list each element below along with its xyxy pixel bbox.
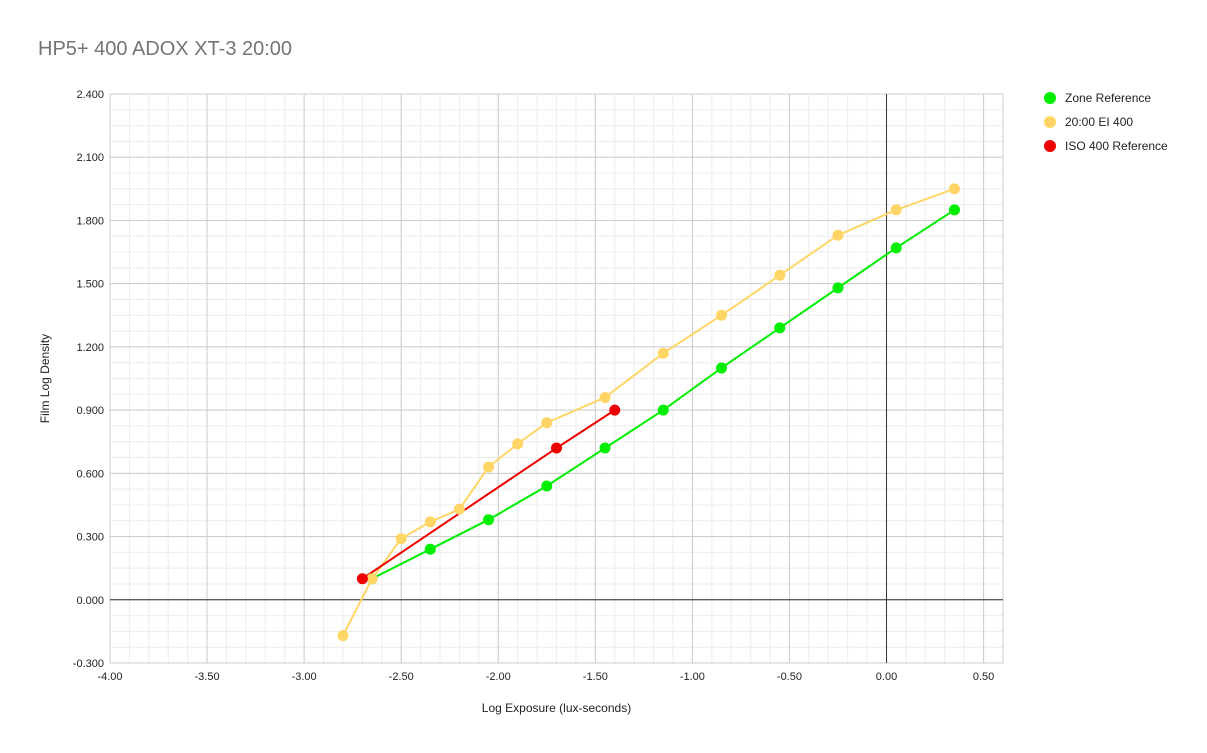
x-tick-label: 0.00 [876, 671, 897, 683]
data-point-20-00-ei-400 [366, 573, 378, 585]
x-tick-label: -0.50 [777, 671, 802, 683]
x-tick-label: -3.00 [292, 671, 317, 683]
data-point-zone-reference [541, 480, 553, 492]
series-points [337, 183, 960, 642]
legend-item-zone-reference[interactable]: Zone Reference [1044, 86, 1168, 110]
data-point-20-00-ei-400 [453, 503, 465, 515]
x-axis-title: Log Exposure (lux-seconds) [482, 701, 631, 715]
series-line-iso-400-reference [361, 409, 616, 580]
data-point-20-00-ei-400 [657, 347, 669, 359]
data-point-20-00-ei-400 [716, 309, 728, 321]
data-point-20-00-ei-400 [541, 417, 553, 429]
x-tick-label: -2.50 [389, 671, 414, 683]
legend-item-iso-400-reference[interactable]: ISO 400 Reference [1044, 134, 1168, 158]
y-tick-label: 0.000 [76, 595, 104, 607]
legend-marker-iso-400-reference [1044, 140, 1056, 152]
data-point-zone-reference [599, 442, 611, 454]
data-point-20-00-ei-400 [948, 183, 960, 195]
data-point-zone-reference [424, 543, 436, 555]
x-tick-labels: -4.00 -3.50 -3.00 -2.50 -2.00 -1.50 -1.00 -0.50… [97, 671, 994, 683]
y-tick-label: -0.300 [73, 658, 104, 670]
y-tick-label: 0.600 [76, 468, 104, 480]
x-tick-label: -3.50 [195, 671, 220, 683]
data-point-iso-400-reference [356, 573, 368, 585]
zero-axes [110, 94, 1003, 663]
legend-marker-20-00-ei-400 [1044, 116, 1056, 128]
data-point-20-00-ei-400 [395, 533, 407, 545]
y-tick-label: 0.300 [76, 532, 104, 544]
data-point-iso-400-reference [609, 404, 621, 416]
data-point-zone-reference [716, 362, 728, 374]
data-point-20-00-ei-400 [424, 516, 436, 528]
data-point-20-00-ei-400 [512, 438, 524, 450]
data-point-20-00-ei-400 [483, 461, 495, 473]
y-axis-title: Film Log Density [38, 334, 52, 423]
y-tick-label: 0.900 [76, 405, 104, 417]
legend: Zone Reference 20:00 EI 400 ISO 400 Refe… [1044, 86, 1168, 158]
data-point-zone-reference [948, 204, 960, 216]
legend-item-20-00-ei-400[interactable]: 20:00 EI 400 [1044, 110, 1168, 134]
legend-label: Zone Reference [1065, 91, 1152, 105]
chart-title: HP5+ 400 ADOX XT-3 20:00 [38, 38, 293, 60]
data-point-20-00-ei-400 [832, 229, 844, 241]
data-point-20-00-ei-400 [890, 204, 902, 216]
data-point-20-00-ei-400 [599, 391, 611, 403]
data-point-zone-reference [890, 242, 902, 254]
minor-gridlines [109, 93, 1004, 664]
data-point-iso-400-reference [551, 442, 562, 454]
legend-label: ISO 400 Reference [1065, 139, 1168, 153]
data-point-zone-reference [657, 404, 669, 416]
data-point-zone-reference [832, 282, 844, 294]
data-point-20-00-ei-400 [337, 630, 349, 642]
x-tick-label: 0.50 [973, 671, 994, 683]
y-tick-label: 2.400 [76, 89, 104, 101]
y-tick-label: 1.800 [76, 215, 104, 227]
y-tick-labels: 2.400 2.100 1.800 1.500 1.200 0.900 0.600 0.300… [73, 89, 104, 670]
x-tick-label: -2.00 [486, 671, 511, 683]
x-tick-label: -1.50 [583, 671, 608, 683]
y-tick-label: 1.500 [76, 279, 104, 291]
x-tick-label: -1.00 [680, 671, 705, 683]
y-tick-label: 1.200 [76, 342, 104, 354]
y-tick-label: 2.100 [76, 152, 104, 164]
data-point-zone-reference [774, 322, 786, 334]
data-point-zone-reference [483, 514, 495, 526]
x-tick-label: -4.00 [97, 671, 122, 683]
data-point-20-00-ei-400 [774, 269, 786, 281]
legend-label: 20:00 EI 400 [1065, 115, 1134, 129]
legend-marker-zone-reference [1044, 92, 1056, 104]
